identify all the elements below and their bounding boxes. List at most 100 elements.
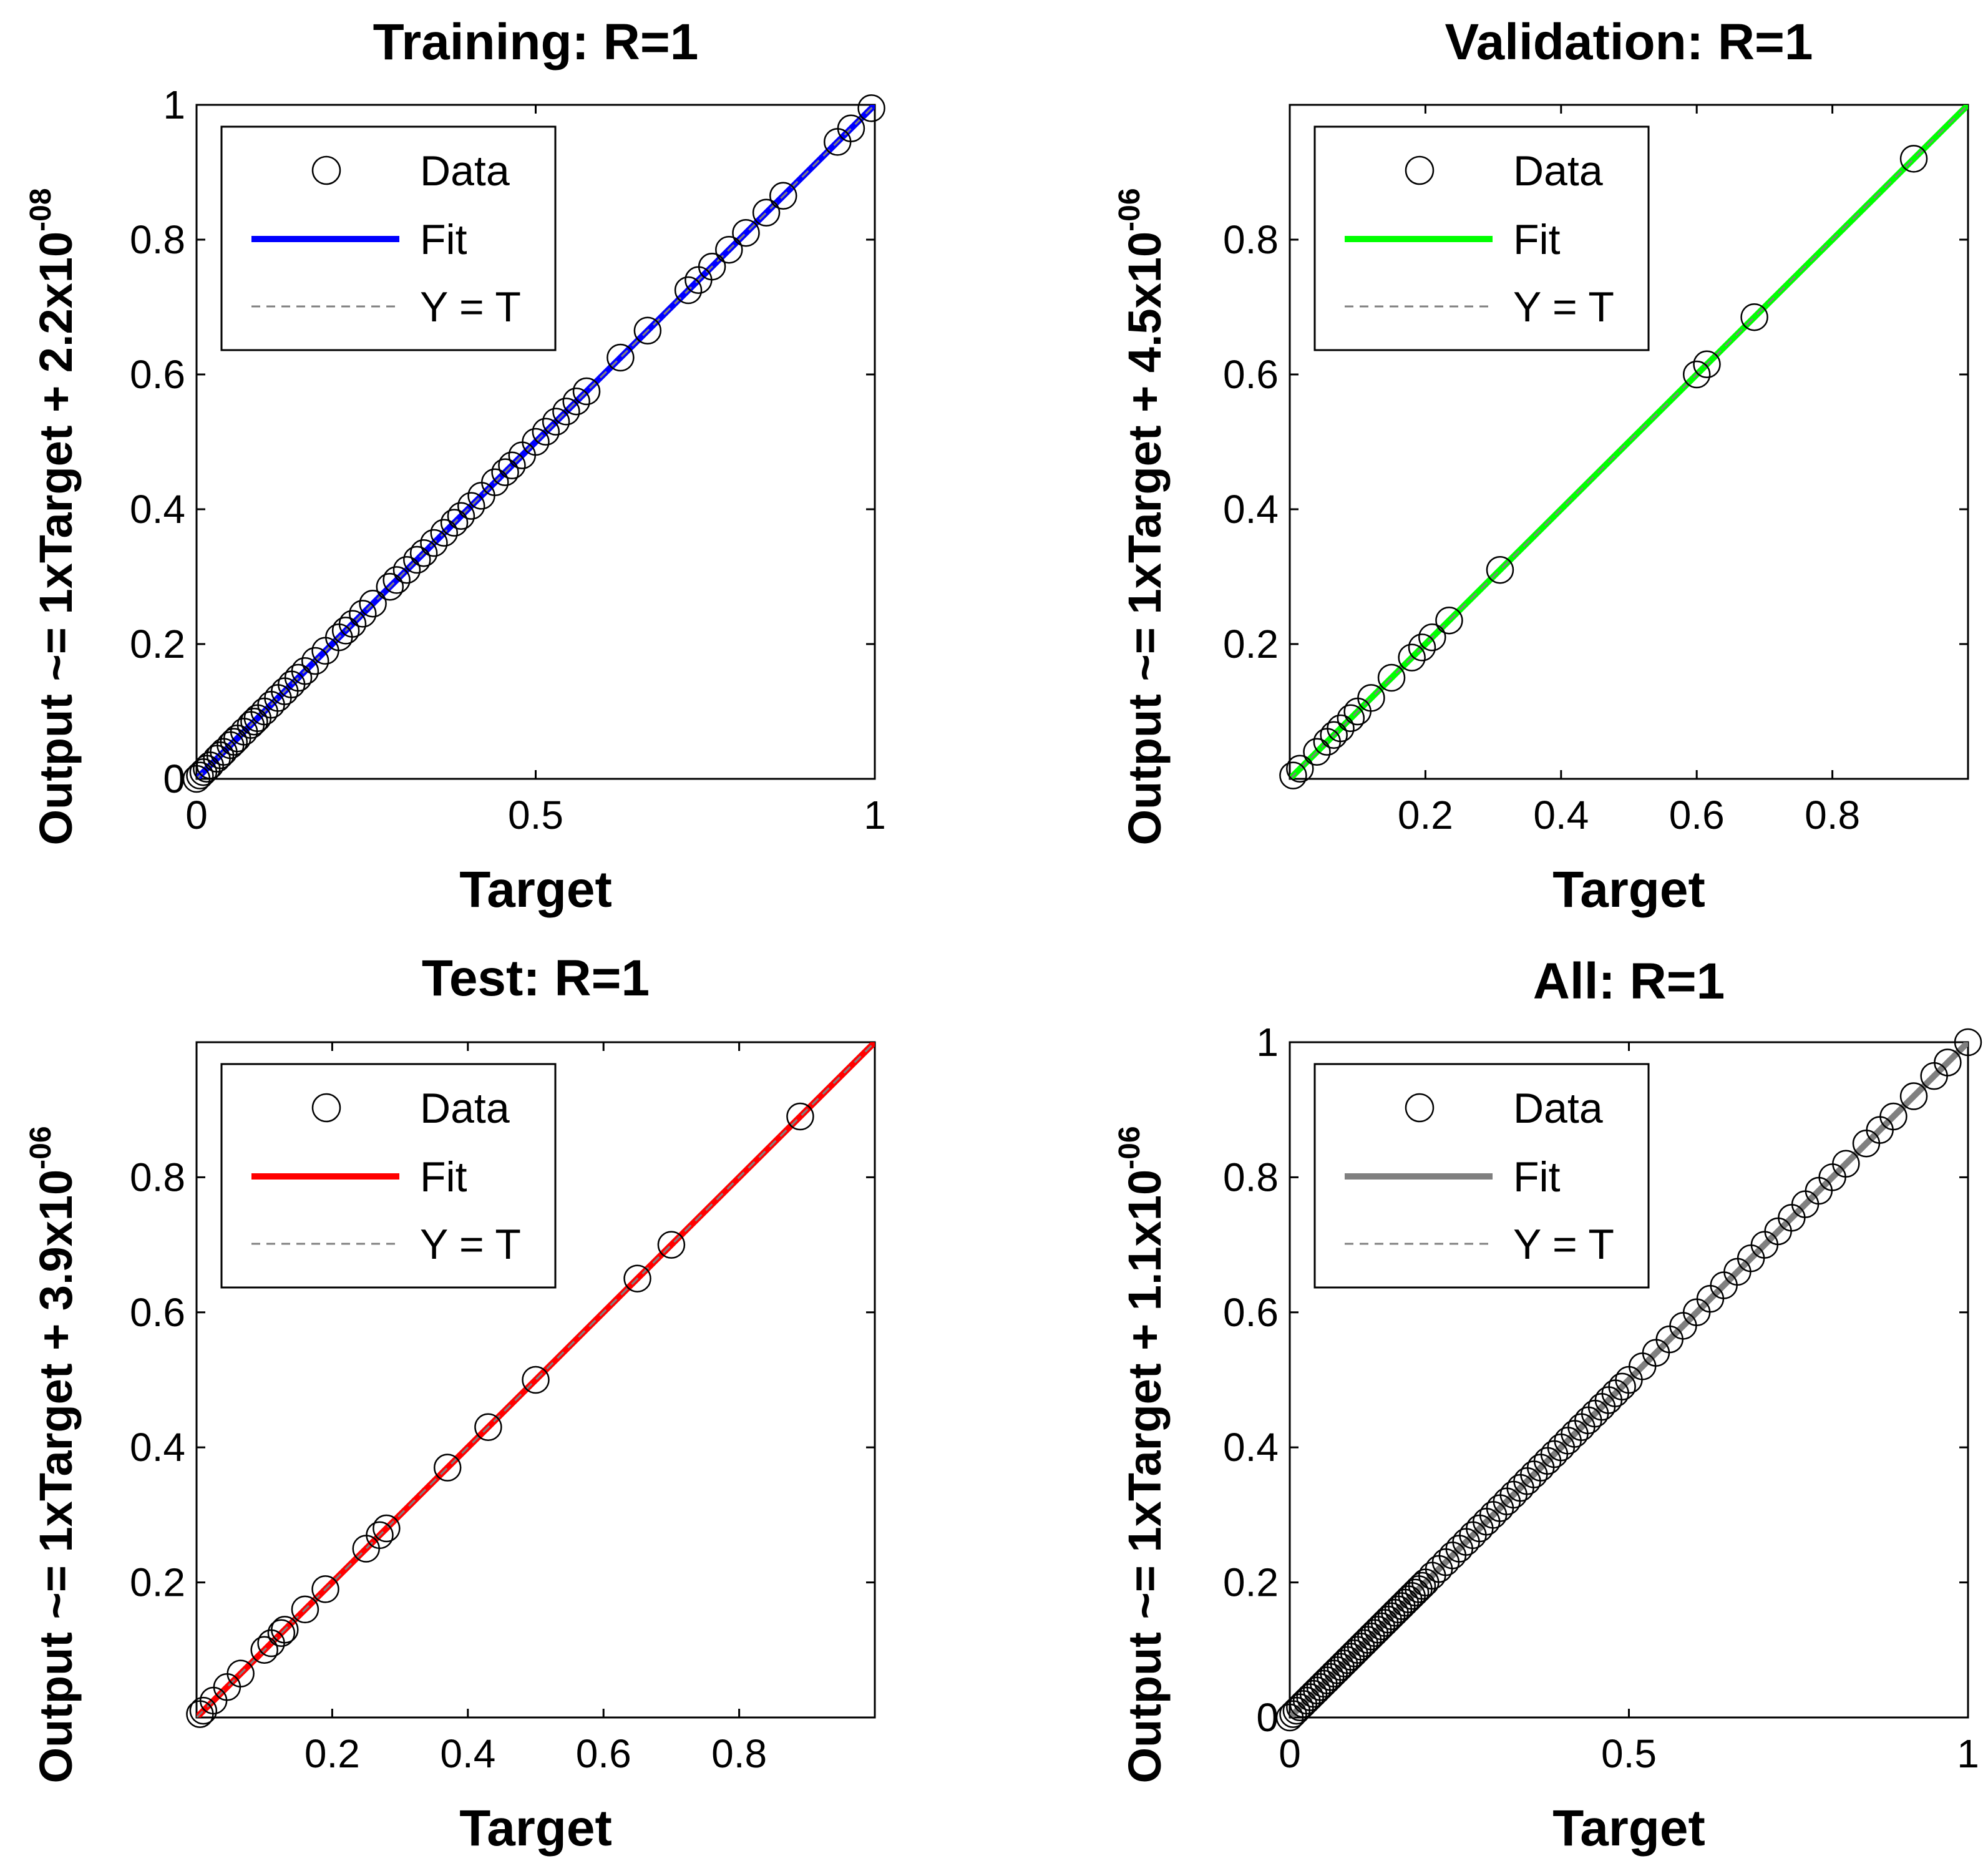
data-point bbox=[481, 468, 509, 497]
data-point bbox=[1486, 555, 1514, 584]
legend-entry: Y = T bbox=[1513, 283, 1614, 331]
legend-entry: Data bbox=[420, 1085, 510, 1132]
data-point bbox=[291, 657, 319, 685]
x-tick-label: 0.4 bbox=[440, 1731, 495, 1776]
ideal-line bbox=[197, 105, 875, 779]
y-tick-label: 0 bbox=[163, 756, 185, 801]
data-point bbox=[1879, 1102, 1908, 1131]
y-axis-label-exponent: -06 bbox=[24, 1126, 57, 1169]
y-tick-label: 0.6 bbox=[1223, 1290, 1279, 1335]
data-point bbox=[552, 398, 580, 426]
chart-title: Test: R=1 bbox=[422, 950, 650, 1007]
data-point bbox=[1320, 721, 1348, 750]
data-point bbox=[1682, 360, 1711, 389]
x-axis-label: Target bbox=[1552, 861, 1705, 918]
data-point bbox=[542, 408, 570, 436]
chart-title: Validation: R=1 bbox=[1445, 14, 1813, 71]
data-point bbox=[572, 377, 601, 406]
x-tick-label: 0.6 bbox=[1669, 793, 1725, 838]
data-point bbox=[420, 529, 448, 557]
data-point bbox=[698, 252, 726, 281]
x-tick-label: 0.2 bbox=[1398, 793, 1453, 838]
data-point bbox=[607, 343, 635, 372]
data-point bbox=[522, 427, 550, 456]
y-axis-label-exponent: -06 bbox=[1113, 188, 1146, 231]
chart-title: Training: R=1 bbox=[373, 14, 699, 71]
x-axis-label: Target bbox=[459, 861, 612, 918]
ideal-line bbox=[1290, 105, 1968, 779]
data-point bbox=[1327, 714, 1355, 743]
legend-data-marker bbox=[311, 155, 341, 185]
legend-data-marker bbox=[311, 1093, 341, 1123]
x-tick-label: 0.8 bbox=[1805, 793, 1860, 838]
legend-entry: Fit bbox=[1513, 216, 1561, 263]
data-point bbox=[491, 458, 519, 486]
data-point bbox=[331, 617, 360, 645]
data-point bbox=[1337, 704, 1365, 733]
data-point bbox=[1608, 1372, 1636, 1401]
data-point bbox=[786, 1102, 814, 1131]
data-point bbox=[1408, 1571, 1436, 1600]
data-point bbox=[220, 728, 248, 756]
y-tick-label: 1 bbox=[163, 82, 185, 127]
x-tick-label: 0.5 bbox=[1601, 1731, 1657, 1776]
y-tick-label: 0 bbox=[1256, 1695, 1279, 1740]
data-point bbox=[1740, 303, 1768, 331]
data-point bbox=[1398, 643, 1426, 672]
data-point bbox=[433, 1453, 462, 1482]
legend-entry: Y = T bbox=[420, 1221, 521, 1268]
data-point bbox=[403, 545, 431, 574]
data-point bbox=[373, 1514, 401, 1543]
y-tick-label: 0.8 bbox=[130, 217, 185, 262]
y-axis-label-exponent: -06 bbox=[1113, 1126, 1146, 1169]
data-point bbox=[837, 114, 865, 143]
data-point bbox=[1418, 623, 1446, 652]
y-tick-label: 0.6 bbox=[130, 1290, 185, 1335]
data-point bbox=[498, 451, 526, 480]
legend-entry: Data bbox=[420, 147, 510, 195]
data-point bbox=[291, 1595, 319, 1624]
data-point bbox=[271, 1616, 299, 1644]
x-tick-label: 0 bbox=[1279, 1731, 1301, 1776]
data-point bbox=[440, 509, 469, 537]
data-point bbox=[447, 502, 475, 530]
data-point bbox=[301, 647, 329, 675]
data-point bbox=[657, 1231, 686, 1259]
chart-title: All: R=1 bbox=[1533, 953, 1725, 1010]
x-tick-label: 1 bbox=[864, 793, 886, 838]
legend-entry: Y = T bbox=[1513, 1221, 1614, 1268]
data-point bbox=[752, 198, 781, 227]
y-tick-label: 0.8 bbox=[1223, 217, 1279, 262]
y-axis-label: Output ~= 1xTarget + 2.2x10-08 bbox=[24, 188, 82, 845]
y-axis-label-main: Output ~= 1xTarget + 1.1x10 bbox=[1119, 1170, 1171, 1784]
y-axis-label-main: Output ~= 1xTarget + 2.2x10 bbox=[30, 232, 82, 846]
legend-entry: Fit bbox=[1513, 1153, 1561, 1201]
data-point bbox=[376, 572, 404, 601]
y-tick-label: 0.4 bbox=[1223, 487, 1279, 532]
legend: Data Fit Y = T bbox=[1313, 1063, 1650, 1289]
x-tick-label: 0.2 bbox=[305, 1731, 360, 1776]
data-point bbox=[1279, 761, 1307, 789]
y-tick-label: 0.8 bbox=[130, 1155, 185, 1199]
data-layer bbox=[197, 1042, 875, 1717]
y-axis-label-exponent: -08 bbox=[24, 188, 57, 231]
data-point bbox=[457, 492, 485, 520]
data-point bbox=[1899, 1082, 1928, 1110]
x-tick-label: 0.5 bbox=[508, 793, 563, 838]
y-axis-label: Output ~= 1xTarget + 1.1x10-06 bbox=[1113, 1126, 1171, 1783]
data-point bbox=[1377, 663, 1406, 692]
y-tick-label: 0.2 bbox=[130, 1560, 185, 1605]
legend-entry: Y = T bbox=[420, 283, 521, 331]
y-tick-label: 0.2 bbox=[1223, 1560, 1279, 1605]
data-point bbox=[349, 600, 377, 628]
x-tick-label: 0.4 bbox=[1533, 793, 1589, 838]
data-point bbox=[562, 387, 590, 416]
x-axis-label: Target bbox=[1552, 1800, 1705, 1857]
data-point bbox=[1954, 1028, 1982, 1057]
x-tick-label: 0.8 bbox=[711, 1731, 767, 1776]
data-point bbox=[857, 94, 885, 122]
data-point bbox=[382, 566, 411, 594]
y-tick-label: 0.2 bbox=[130, 622, 185, 667]
data-layer bbox=[197, 105, 875, 779]
data-point bbox=[186, 761, 214, 789]
